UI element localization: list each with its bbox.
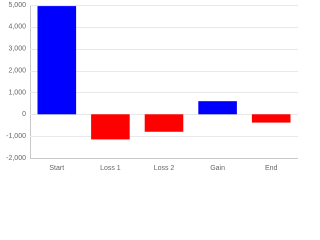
bar: [144, 114, 184, 132]
y-tick-label: 3,000: [8, 46, 26, 53]
y-tick-label: -2,000: [6, 155, 26, 162]
bar: [91, 114, 130, 140]
chart: 5,000 4,000 3,000 2,000 1,000 0 -1,000 -2,000 St…: [6, 2, 298, 172]
y-tick-label: 5,000: [8, 2, 26, 9]
bar: [198, 101, 237, 115]
y-tick-label: 4,000: [8, 24, 26, 31]
bar: [37, 6, 77, 115]
x-tick-label: End: [265, 165, 278, 172]
y-tick-label: -1,000: [6, 133, 26, 140]
x-tick-label: Loss 1: [100, 165, 121, 172]
x-tick-label: Loss 2: [154, 165, 175, 172]
x-tick-label: Start: [49, 165, 64, 172]
page: 5,000 4,000 3,000 2,000 1,000 0 -1,000 -2,000 St…: [6, 1, 298, 172]
y-tick-label: 2,000: [8, 67, 26, 74]
bar: [251, 114, 291, 123]
y-tick-label: 1,000: [8, 89, 26, 96]
y-tick-label: 0: [22, 111, 26, 118]
x-tick-label: Gain: [210, 165, 225, 172]
